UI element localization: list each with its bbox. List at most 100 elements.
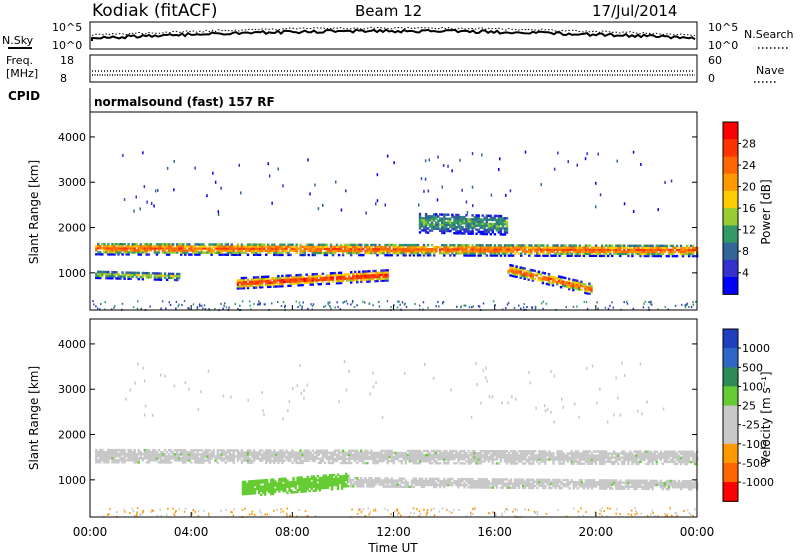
velocity-cell <box>621 456 624 459</box>
velocity-cell <box>491 480 494 483</box>
velocity-cell <box>278 478 281 481</box>
velocity-cell <box>314 479 317 482</box>
power-cell <box>582 254 586 257</box>
velocity-cell <box>331 451 335 454</box>
velocity-cell <box>584 458 588 461</box>
power-cell <box>301 277 304 281</box>
velocity-cell <box>402 455 405 459</box>
velocity-cell <box>117 453 120 456</box>
power-cell <box>398 300 400 303</box>
velocity-cell <box>188 451 191 454</box>
power-cell <box>639 244 642 247</box>
power-cell <box>382 269 385 272</box>
velocity-cell <box>121 448 124 452</box>
velocity-cell <box>459 477 462 481</box>
power-cell <box>430 248 434 251</box>
power-cell <box>633 250 636 254</box>
power-cell <box>687 250 691 254</box>
velocity-cell <box>314 489 317 492</box>
velocity-cell <box>418 451 422 455</box>
power-cell <box>174 278 177 282</box>
velocity-cell <box>495 450 499 453</box>
power-cell <box>639 254 642 258</box>
power-cell <box>297 278 300 281</box>
velocity-cell <box>513 454 517 457</box>
power-cell <box>487 250 490 253</box>
velocity-cell <box>366 481 369 484</box>
power-cell <box>317 243 320 246</box>
power-cell <box>196 253 199 256</box>
velocity-cell <box>483 454 486 457</box>
power-cell <box>200 249 203 252</box>
power-cell <box>424 213 428 216</box>
power-cell <box>271 302 273 305</box>
power-cell <box>143 245 146 248</box>
power-cell <box>469 248 472 251</box>
velocity-cell <box>284 487 287 491</box>
velocity-cell <box>356 461 359 465</box>
power-cell <box>327 301 329 304</box>
velocity-cell <box>655 450 658 453</box>
power-cell <box>114 304 116 307</box>
velocity-cell <box>596 456 600 459</box>
velocity-cell <box>526 460 529 463</box>
velocity-cell <box>475 480 478 483</box>
power-cell <box>433 215 436 218</box>
velocity-cell <box>178 449 181 452</box>
velocity-cell <box>103 455 106 458</box>
velocity-cell <box>481 486 484 489</box>
power-cell <box>204 308 207 310</box>
velocity-cell <box>300 478 303 481</box>
velocity-cell <box>400 451 403 455</box>
power-cell <box>459 224 462 227</box>
velocity-cell <box>333 459 337 463</box>
power-cell <box>445 223 448 227</box>
velocity-cell <box>542 456 545 459</box>
velocity-cell <box>390 455 393 459</box>
power-cell <box>299 253 302 257</box>
velocity-cell <box>372 483 375 486</box>
power-cell <box>378 275 381 279</box>
velocity-cell <box>141 459 144 462</box>
power-cell <box>449 229 452 233</box>
power-cell <box>560 250 563 253</box>
velocity-cell <box>694 452 697 456</box>
velocity-cell <box>362 479 365 482</box>
velocity-cell <box>398 485 401 488</box>
velocity-cell <box>600 456 604 459</box>
power-cell <box>307 243 310 246</box>
power-cell <box>562 250 565 253</box>
velocity-cell <box>475 486 478 489</box>
power-cell <box>477 214 480 217</box>
velocity-cell <box>315 453 318 456</box>
velocity-cell <box>673 462 677 466</box>
power-cell <box>540 250 543 253</box>
power-cell <box>107 249 110 252</box>
power-cell <box>471 248 474 251</box>
power-cell <box>491 226 494 230</box>
velocity-cell <box>293 451 296 454</box>
velocity-cell <box>301 453 304 456</box>
velocity-cell <box>394 457 397 461</box>
power-cell <box>289 243 292 246</box>
power-cell <box>487 228 490 232</box>
velocity-cell <box>477 458 480 461</box>
power-cell <box>284 306 286 308</box>
velocity-cell <box>469 482 472 485</box>
power-cell <box>561 280 565 283</box>
velocity-cell <box>380 457 383 461</box>
power-cell <box>485 230 488 234</box>
velocity-cell <box>310 485 313 489</box>
velocity-cell <box>224 455 227 458</box>
velocity-cell <box>206 455 209 458</box>
velocity-cell <box>428 455 432 459</box>
velocity-cell <box>278 484 281 487</box>
power-cell <box>325 276 329 279</box>
velocity-cell <box>200 449 203 452</box>
velocity-cell <box>338 477 342 480</box>
power-cell <box>548 246 551 249</box>
power-cell <box>535 272 538 275</box>
velocity-cell <box>251 490 255 493</box>
power-cell <box>505 221 509 224</box>
power-cell <box>578 282 581 285</box>
